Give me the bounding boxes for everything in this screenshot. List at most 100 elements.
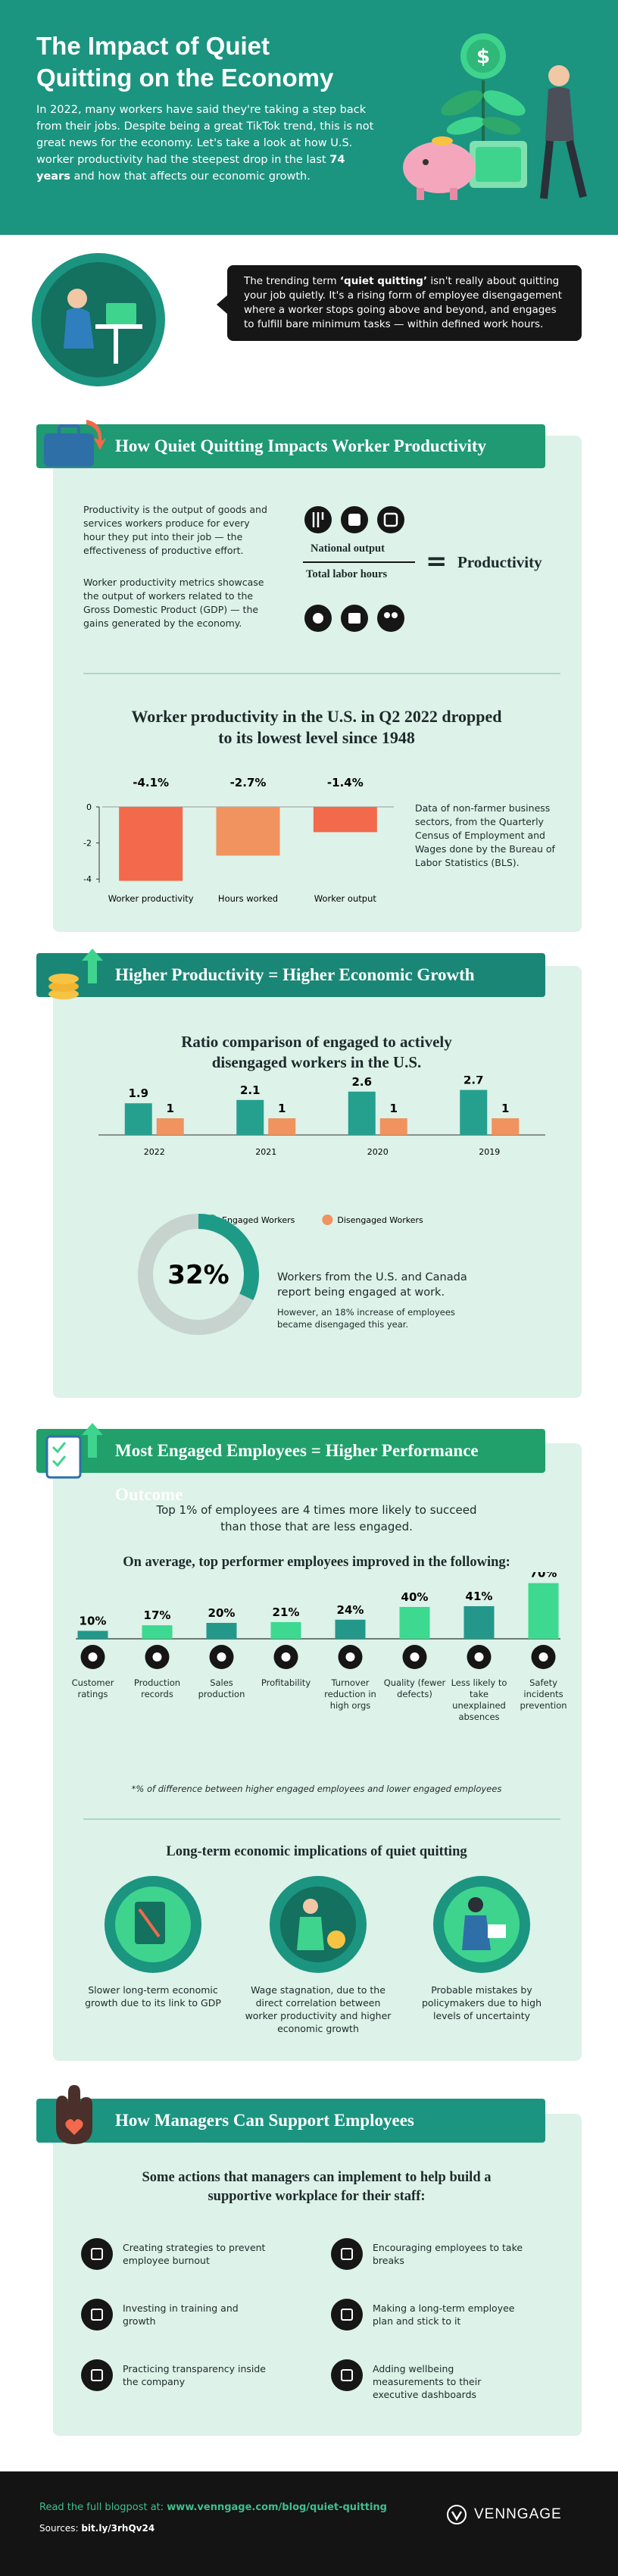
bar <box>348 1091 376 1135</box>
callout-pointer <box>217 294 229 315</box>
piggy-bank <box>403 142 476 193</box>
bar <box>236 1099 264 1135</box>
arrow-up <box>82 949 103 983</box>
intro-text: and how that affects our economic growth… <box>70 170 311 183</box>
logo-ring <box>447 2505 467 2524</box>
callout-illustration <box>32 253 165 386</box>
footer <box>0 2471 618 2576</box>
legend-label: Engaged Workers <box>222 1215 295 1225</box>
coin-inner <box>467 39 500 73</box>
footnote: *% of difference between higher engaged … <box>131 1784 502 1794</box>
action-icon <box>81 2299 113 2331</box>
icon-glyph <box>383 512 398 527</box>
category-icon-glyph <box>152 1652 162 1662</box>
x-tick-label: Quality (fewer defects) <box>383 1677 446 1699</box>
donut-segment <box>198 1214 259 1301</box>
bar <box>270 1621 301 1639</box>
action-icon <box>331 2238 363 2270</box>
divider <box>83 1818 560 1820</box>
value-label: 2.1 <box>240 1083 261 1097</box>
header-band <box>0 0 618 235</box>
person-body <box>545 87 574 141</box>
action-icon <box>331 2299 363 2331</box>
paragraph: Worker productivity metrics showcase the… <box>83 577 264 629</box>
callout-text: isn't really about quitting your job qui… <box>244 275 563 330</box>
action-text: Encouraging employees to take breaks <box>373 2242 523 2266</box>
bar <box>124 1103 152 1135</box>
section-icon <box>56 2085 92 2144</box>
worker-body <box>64 308 94 349</box>
sources-link[interactable]: bit.ly/3rhQv24 <box>81 2523 155 2534</box>
value-label: 24% <box>337 1603 364 1617</box>
action-icon <box>331 2359 363 2391</box>
action-icon-glyph <box>341 2248 353 2260</box>
x-tick-label: Turnover reduction in high orgs <box>324 1677 376 1711</box>
cash <box>476 147 521 182</box>
value-label: 17% <box>144 1608 171 1622</box>
x-tick-label: Profitability <box>261 1677 311 1688</box>
icon-glyph <box>392 612 398 618</box>
bar <box>379 1118 407 1135</box>
legend-swatch <box>322 1215 333 1225</box>
chart-title: Ratio comparison of engaged to actively … <box>181 1033 452 1071</box>
category-icon-glyph <box>217 1652 226 1662</box>
formula-icons <box>303 506 415 632</box>
section-panel <box>53 966 582 1398</box>
implication-text: Slower long-term economic growth due to … <box>85 1984 221 2009</box>
coin-slot <box>432 136 453 145</box>
desk-leg <box>114 329 118 364</box>
down-arrow <box>138 1908 161 1938</box>
x-tick-label: 2019 <box>479 1147 500 1157</box>
icon <box>377 605 404 632</box>
circle-inner <box>41 262 156 377</box>
formula-denominator: Total labor hours <box>306 568 388 580</box>
bar <box>492 1118 520 1135</box>
bar <box>335 1619 366 1639</box>
arrow-up <box>82 1423 103 1458</box>
value-label: -4.1% <box>133 776 169 789</box>
callout-text: The trending term <box>244 275 340 287</box>
action-text: Practicing transparency inside the compa… <box>123 2363 266 2387</box>
action-icon-glyph <box>341 2369 353 2381</box>
callout-emphasis: ‘quiet quitting’ <box>339 275 428 287</box>
page-title: The Impact of Quiet Quitting on the Econ… <box>36 32 334 92</box>
category-icon-glyph <box>538 1652 548 1662</box>
person-head <box>303 1899 318 1914</box>
intro-emphasis: 74 years <box>36 154 345 183</box>
paragraph: Productivity is the output of goods and … <box>83 504 267 556</box>
value-label: 70% <box>530 1572 557 1580</box>
x-tick-label: 2020 <box>367 1147 389 1157</box>
action-icon <box>81 2359 113 2391</box>
person-body <box>297 1917 324 1950</box>
donut-label: 32% <box>167 1260 229 1290</box>
implication-text: Wage stagnation, due to the direct corre… <box>245 1984 392 2034</box>
intro-text: In 2022, many workers have said they're … <box>36 104 374 166</box>
performance-chart: 10% 17% 20% 21% 24% 40% 41% 70% <box>76 1572 560 1669</box>
chart-title: On average, top performer employees impr… <box>123 1555 510 1570</box>
value-label: 40% <box>401 1590 429 1604</box>
icon-glyph <box>348 514 360 526</box>
section-icon <box>48 949 103 999</box>
equals-sign: = <box>426 546 448 577</box>
section-heading: How Quiet Quitting Impacts Worker Produc… <box>36 424 545 468</box>
piggy-eye <box>423 159 429 165</box>
legend-label: Disengaged Workers <box>337 1215 423 1225</box>
leaf <box>441 90 483 116</box>
read-more: Read the full blogpost at: www.venngage.… <box>39 2502 387 2513</box>
blog-link[interactable]: www.venngage.com/blog/quiet-quitting <box>167 2502 387 2513</box>
laptop <box>106 303 136 324</box>
action-text: Investing in training and growth <box>123 2302 239 2327</box>
leaf <box>482 117 521 135</box>
leaf <box>446 117 485 135</box>
category-icon-glyph <box>88 1652 98 1662</box>
section-intro: Top 1% of employees are 4 times more lik… <box>156 1503 477 1533</box>
bar <box>206 1623 237 1639</box>
briefcase <box>44 433 94 467</box>
header-illustration: $ <box>403 33 587 200</box>
value-label: 2.7 <box>464 1076 484 1087</box>
section-heading: Most Engaged Employees = Higher Performa… <box>36 1429 545 1504</box>
person-body <box>462 1915 491 1950</box>
action-icon-glyph <box>91 2309 103 2321</box>
bar <box>460 1089 488 1135</box>
